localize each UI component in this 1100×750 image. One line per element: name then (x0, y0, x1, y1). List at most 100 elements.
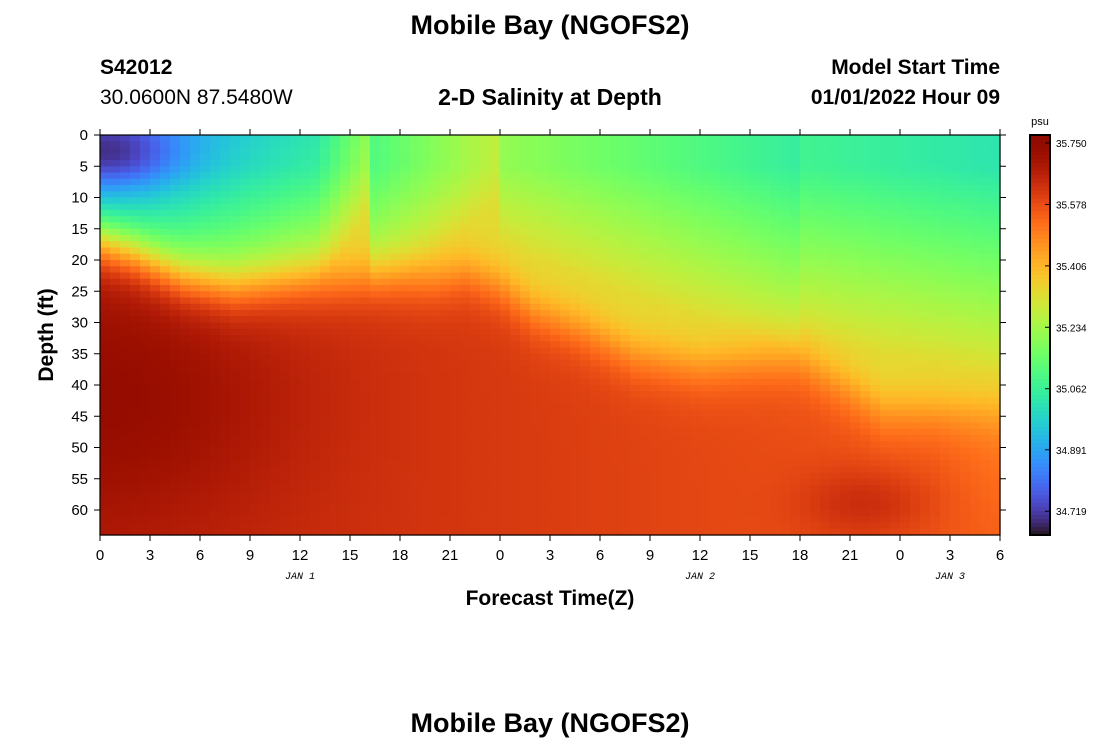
heatmap-cell (230, 285, 241, 292)
heatmap-cell (630, 210, 641, 217)
heatmap-cell (720, 247, 731, 255)
heatmap-cell (470, 316, 481, 324)
heatmap-cell (360, 478, 371, 486)
heatmap-cell (640, 197, 651, 205)
heatmap-cell (190, 297, 201, 305)
heatmap-cell (320, 147, 331, 155)
heatmap-cell (440, 447, 451, 455)
heatmap-cell (540, 241, 551, 249)
heatmap-cell (580, 316, 591, 324)
heatmap-cell (440, 291, 451, 299)
heatmap-cell (610, 391, 621, 399)
heatmap-cell (430, 178, 441, 186)
heatmap-cell (580, 247, 591, 255)
heatmap-cell (210, 453, 221, 461)
heatmap-cell (650, 241, 661, 249)
heatmap-cell (190, 403, 201, 411)
heatmap-cell (850, 335, 861, 342)
heatmap-cell (310, 291, 321, 299)
heatmap-cell (130, 216, 141, 224)
heatmap-cell (380, 366, 391, 374)
heatmap-cell (490, 260, 501, 267)
heatmap-cell (120, 516, 131, 524)
heatmap-cell (190, 522, 201, 530)
heatmap-cell (400, 260, 411, 267)
heatmap-cell (400, 266, 411, 274)
heatmap-cell (530, 447, 541, 455)
heatmap-cell (500, 397, 511, 405)
heatmap-cell (570, 247, 581, 255)
heatmap-cell (420, 241, 431, 249)
heatmap-cell (410, 310, 421, 317)
heatmap-cell (770, 435, 781, 442)
heatmap-cell (550, 253, 561, 261)
heatmap-cell (430, 316, 441, 324)
heatmap-cell (320, 453, 331, 461)
heatmap-cell (370, 466, 381, 474)
heatmap-cell (530, 291, 541, 299)
heatmap-cell (460, 203, 471, 211)
heatmap-cell (810, 172, 821, 180)
heatmap-cell (300, 403, 311, 411)
heatmap-cell (230, 147, 241, 155)
heatmap-cell (220, 178, 231, 186)
heatmap-cell (650, 510, 661, 517)
heatmap-cell (720, 291, 731, 299)
heatmap-cell (870, 447, 881, 455)
heatmap-cell (280, 478, 291, 486)
heatmap-cell (370, 310, 381, 317)
heatmap-cell (230, 453, 241, 461)
heatmap-cell (770, 247, 781, 255)
heatmap-cell (220, 328, 231, 336)
heatmap-cell (350, 285, 361, 292)
heatmap-cell (790, 185, 801, 192)
heatmap-cell (630, 141, 641, 149)
heatmap-cell (290, 166, 301, 174)
heatmap-cell (840, 391, 851, 399)
heatmap-cell (350, 185, 361, 192)
heatmap-cell (670, 197, 681, 205)
heatmap-cell (140, 397, 151, 405)
heatmap-cell (500, 153, 511, 161)
heatmap-cell (100, 472, 111, 480)
heatmap-cell (530, 253, 541, 261)
heatmap-cell (340, 185, 351, 192)
heatmap-cell (140, 260, 151, 267)
heatmap-cell (110, 210, 121, 217)
heatmap-cell (300, 228, 311, 236)
heatmap-cell (690, 160, 701, 167)
heatmap-cell (310, 447, 321, 455)
heatmap-cell (310, 360, 321, 367)
heatmap-cell (730, 516, 741, 524)
heatmap-cell (250, 522, 261, 530)
heatmap-cell (400, 510, 411, 517)
heatmap-cell (660, 185, 671, 192)
heatmap-cell (510, 428, 521, 436)
heatmap-cell (260, 216, 271, 224)
heatmap-cell (740, 297, 751, 305)
heatmap-cell (740, 460, 751, 467)
heatmap-cell (190, 278, 201, 286)
heatmap-cell (140, 191, 151, 199)
heatmap-cell (130, 416, 141, 424)
heatmap-cell (430, 335, 441, 342)
heatmap-cell (410, 228, 421, 236)
heatmap-cell (100, 285, 111, 292)
heatmap-cell (380, 316, 391, 324)
heatmap-cell (470, 341, 481, 349)
heatmap-cell (120, 472, 131, 480)
heatmap-cell (840, 485, 851, 492)
heatmap-cell (720, 260, 731, 267)
heatmap-cell (340, 416, 351, 424)
heatmap-cell (160, 166, 171, 174)
heatmap-cell (310, 410, 321, 417)
heatmap-cell (470, 241, 481, 249)
heatmap-cell (340, 372, 351, 380)
heatmap-cell (310, 166, 321, 174)
heatmap-cell (230, 353, 241, 361)
heatmap-cell (370, 216, 381, 224)
heatmap-cell (770, 428, 781, 436)
heatmap-cell (480, 235, 491, 242)
heatmap-cell (680, 191, 691, 199)
heatmap-cell (410, 316, 421, 324)
